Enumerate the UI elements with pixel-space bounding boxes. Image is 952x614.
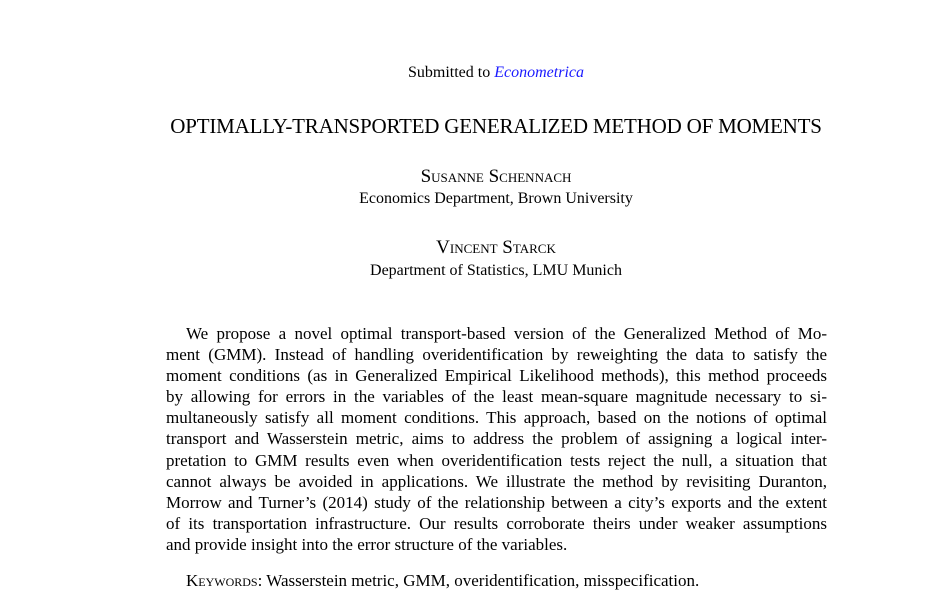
keywords: Keywords: Wasserstein metric, GMM, overi… [186, 571, 700, 590]
abstract-line: and provide insight into the error struc… [166, 534, 568, 554]
author-affiliation: Department of Statistics, LMU Munich [370, 262, 622, 279]
abstract-line: We propose a novel optimal transport-bas… [186, 324, 827, 343]
keywords-text: Wasserstein metric, GMM, overidentificat… [266, 571, 700, 590]
submitted-prefix: Submitted to [408, 64, 491, 81]
abstract-line: pretation to GMM results even when overi… [166, 450, 827, 470]
abstract-line: transport and Wasserstein metric, aims t… [166, 429, 827, 449]
abstract-line: of its transportation infrastructure. Ou… [166, 513, 827, 533]
abstract-line: by allowing for errors in the variables … [166, 387, 827, 407]
submission-note: Submitted to Econometrica [0, 64, 952, 82]
author-name: Susanne Schennach [420, 166, 572, 187]
keywords-label: Keywords [186, 571, 258, 590]
abstract-line: moment conditions (as in Generalized Emp… [166, 366, 827, 386]
abstract-line: multaneously satisfy all moment conditio… [166, 408, 827, 428]
abstract-line: cannot always be avoided in applications… [166, 471, 827, 491]
abstract: We propose a novel optimal transport-bas… [166, 323, 827, 555]
abstract-line: ment (GMM). Instead of handling overiden… [166, 345, 827, 365]
abstract-line: Morrow and Turner’s (2014) study of the … [166, 492, 827, 512]
author-name: Vincent Starck [436, 237, 556, 258]
journal-link[interactable]: Econometrica [494, 64, 584, 81]
author-affiliation: Economics Department, Brown University [359, 190, 633, 207]
paper-title: OPTIMALLY-TRANSPORTED GENERALIZED METHOD… [170, 114, 822, 138]
